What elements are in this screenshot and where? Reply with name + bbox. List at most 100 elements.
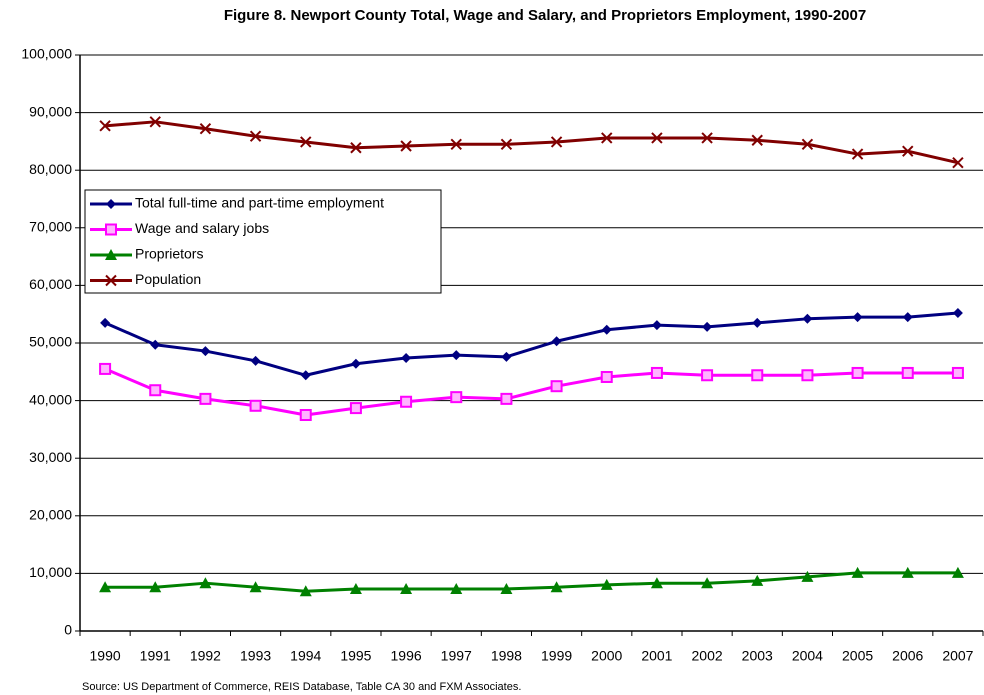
marker [952, 308, 963, 319]
marker [952, 157, 964, 169]
marker [651, 132, 663, 144]
marker [249, 399, 262, 412]
x-tick-label: 1998 [491, 648, 522, 664]
marker [200, 346, 211, 357]
marker [851, 366, 864, 379]
y-tick-label: 30,000 [29, 449, 72, 465]
x-tick-label: 1994 [290, 648, 321, 664]
marker [450, 138, 462, 150]
series-line [105, 571, 958, 593]
x-tick-label: 2003 [742, 648, 773, 664]
x-tick-label: 1993 [240, 648, 271, 664]
x-tick-label: 1997 [441, 648, 472, 664]
marker [149, 581, 162, 593]
x-tick-label: 1996 [391, 648, 422, 664]
marker [400, 582, 413, 594]
y-tick-label: 40,000 [29, 391, 72, 407]
marker [105, 223, 117, 236]
x-tick-label: 2002 [692, 648, 723, 664]
x-tick-label: 2005 [842, 648, 873, 664]
marker [702, 321, 713, 332]
marker [801, 570, 814, 582]
marker [852, 312, 863, 323]
y-tick-label: 100,000 [21, 46, 72, 62]
marker [801, 138, 814, 150]
legend-label: Proprietors [135, 246, 203, 262]
marker [651, 320, 662, 331]
marker [500, 582, 513, 594]
marker [951, 566, 964, 578]
marker [149, 384, 162, 397]
y-tick-label: 70,000 [29, 219, 72, 235]
marker [902, 145, 914, 157]
marker [249, 130, 262, 142]
marker [701, 577, 714, 589]
x-tick-label: 1990 [90, 648, 121, 664]
x-tick-label: 1995 [340, 648, 371, 664]
marker [451, 350, 462, 361]
marker [300, 370, 311, 381]
marker [751, 369, 764, 382]
marker [500, 138, 513, 150]
marker [751, 574, 764, 586]
marker [851, 148, 864, 160]
marker [450, 582, 463, 594]
marker [105, 249, 117, 260]
marker [99, 581, 112, 593]
legend-label: Population [135, 271, 201, 287]
x-tick-label: 2001 [641, 648, 672, 664]
marker [401, 352, 412, 363]
marker [400, 395, 413, 408]
y-tick-label: 80,000 [29, 161, 72, 177]
y-tick-label: 20,000 [29, 507, 72, 523]
x-tick-label: 2000 [591, 648, 622, 664]
marker [199, 392, 212, 405]
x-tick-label: 1999 [541, 648, 572, 664]
marker [106, 199, 116, 209]
legend-label: Wage and salary jobs [135, 220, 269, 236]
marker [199, 123, 212, 135]
source-note: Source: US Department of Commerce, REIS … [82, 681, 521, 693]
marker [650, 577, 663, 589]
x-tick-label: 1991 [140, 648, 171, 664]
marker [801, 369, 814, 382]
marker [951, 366, 964, 379]
series-line [104, 120, 959, 165]
marker [349, 582, 362, 594]
marker [149, 116, 161, 128]
y-tick-label: 90,000 [29, 103, 72, 119]
x-tick-label: 1992 [190, 648, 221, 664]
marker [601, 324, 612, 335]
marker [150, 339, 161, 350]
marker [249, 581, 262, 593]
marker [901, 366, 914, 379]
legend-label: Total full-time and part-time employment [135, 195, 384, 211]
marker [550, 136, 563, 148]
y-tick-label: 0 [64, 622, 72, 638]
marker [650, 366, 663, 379]
marker [349, 402, 362, 415]
y-tick-label: 60,000 [29, 276, 72, 292]
x-tick-label: 2006 [892, 648, 923, 664]
y-tick-label: 50,000 [29, 334, 72, 350]
marker [501, 351, 512, 362]
chart-title: Figure 8. Newport County Total, Wage and… [224, 7, 866, 24]
marker [350, 142, 362, 154]
marker [550, 380, 563, 393]
marker [701, 369, 714, 382]
marker [600, 370, 613, 383]
marker [100, 317, 111, 328]
marker [752, 317, 763, 328]
marker [300, 136, 312, 148]
marker [550, 581, 563, 593]
series-line [104, 311, 959, 377]
marker [250, 355, 261, 366]
marker [99, 120, 111, 132]
marker [701, 132, 713, 144]
marker [99, 362, 112, 375]
marker [851, 566, 864, 578]
marker [601, 132, 613, 144]
series-line [104, 367, 958, 417]
x-tick-label: 2007 [942, 648, 973, 664]
